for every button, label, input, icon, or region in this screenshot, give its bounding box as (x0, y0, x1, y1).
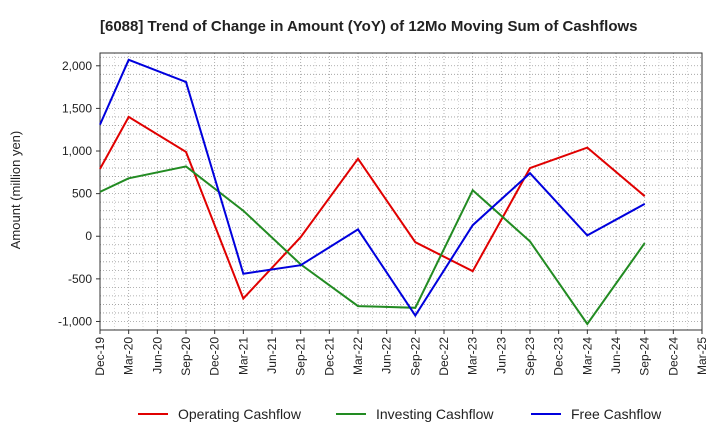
x-tick-label: Dec-24 (666, 337, 680, 376)
x-tick-label: Jun-23 (494, 337, 508, 374)
x-tick-label: Jun-22 (380, 337, 394, 374)
x-tick-label: Mar-24 (580, 337, 594, 375)
y-tick-label: -1,000 (58, 314, 92, 328)
x-tick-label: Jun-21 (265, 337, 279, 374)
legend: Operating Cashflow Investing Cashflow Free… (138, 406, 662, 422)
x-tick-label: Jun-20 (150, 337, 164, 374)
x-tick-label: Sep-22 (408, 337, 422, 376)
series-group (99, 58, 646, 326)
x-tick-label: Mar-20 (122, 337, 136, 375)
legend-label: Investing Cashflow (376, 406, 494, 422)
chart-title: [6088] Trend of Change in Amount (YoY) o… (100, 18, 638, 35)
x-tick-label: Dec-22 (437, 337, 451, 376)
legend-label: Free Cashflow (571, 406, 662, 422)
x-tick-label: Mar-25 (695, 337, 709, 375)
legend-label: Operating Cashflow (178, 406, 302, 422)
x-tick-label: Sep-23 (523, 337, 537, 376)
y-axis-title: Amount (million yen) (8, 131, 23, 250)
x-tick-label: Mar-21 (236, 337, 250, 375)
x-tick-label: Dec-20 (208, 337, 222, 376)
x-tick-label: Dec-21 (322, 337, 336, 376)
y-tick-label: 2,000 (62, 59, 92, 73)
y-tick-label: -500 (68, 272, 92, 286)
grid (99, 53, 703, 330)
y-tick-label: 1,000 (62, 144, 92, 158)
x-tick-label: Dec-19 (93, 337, 107, 376)
x-tick-label: Dec-23 (552, 337, 566, 376)
y-tick-label: 0 (85, 229, 92, 243)
x-tick-label: Jun-24 (609, 337, 623, 374)
y-axis: -1,000 -500 0 500 1,000 1,500 2,000 (58, 59, 100, 328)
x-axis: Dec-19 Mar-20 Jun-20 Sep-20 Dec-20 Mar-21 Jun-… (93, 330, 709, 376)
y-tick-label: 1,500 (62, 101, 92, 115)
y-tick-label: 500 (72, 187, 92, 201)
x-tick-label: Mar-22 (351, 337, 365, 375)
x-tick-label: Sep-20 (179, 337, 193, 376)
x-tick-label: Sep-21 (294, 337, 308, 376)
x-tick-label: Sep-24 (638, 337, 652, 376)
x-tick-label: Mar-23 (466, 337, 480, 375)
